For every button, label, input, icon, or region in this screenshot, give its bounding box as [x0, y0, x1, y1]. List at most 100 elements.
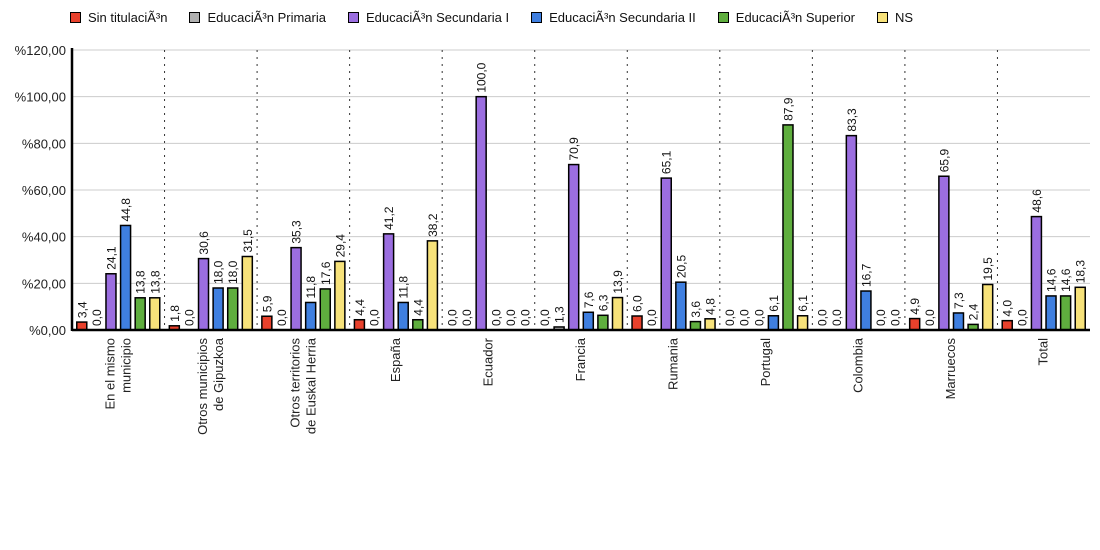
legend-item: Sin titulaciÃ³n	[70, 8, 167, 27]
legend-label: EducaciÃ³n Superior	[735, 10, 856, 25]
bar	[290, 246, 302, 331]
bar	[149, 297, 161, 331]
bar	[1074, 286, 1086, 331]
data-label: 16,7	[859, 263, 873, 287]
bar	[660, 177, 672, 331]
data-label: 4,9	[908, 298, 922, 315]
data-label: 14,6	[1059, 268, 1073, 292]
data-label: 31,5	[241, 229, 255, 253]
legend-swatch	[877, 12, 889, 23]
x-tick-label: Portugal	[758, 338, 773, 387]
data-label: 38,2	[426, 213, 440, 237]
legend-item: EducaciÃ³n Superior	[717, 8, 856, 27]
y-tick-label: %120,00	[15, 43, 66, 58]
bar	[796, 315, 809, 331]
bar	[1045, 295, 1057, 331]
data-label: 18,0	[212, 260, 226, 284]
data-label: 0,0	[538, 309, 552, 326]
data-label: 13,8	[148, 270, 162, 294]
bar	[212, 287, 224, 331]
data-label: 41,2	[382, 206, 396, 230]
data-label: 11,8	[304, 276, 318, 299]
bar	[412, 318, 424, 331]
data-label: 4,0	[1001, 300, 1015, 317]
bar	[261, 315, 273, 331]
bar	[1001, 319, 1013, 331]
data-label: 3,4	[75, 301, 89, 318]
data-label: 0,0	[738, 309, 752, 326]
x-tick-label: Rumania	[666, 337, 681, 390]
data-label: 0,0	[368, 309, 382, 326]
data-label: 0,0	[830, 309, 844, 326]
data-label: 44,8	[119, 198, 133, 222]
data-label: 20,5	[674, 254, 688, 278]
y-tick-label: %100,00	[15, 90, 66, 105]
data-label: 70,9	[567, 137, 581, 161]
x-tick-label: de Euskal Herria	[303, 337, 318, 434]
legend-label: EducaciÃ³n Primaria	[207, 10, 326, 25]
data-label: 13,8	[134, 270, 148, 294]
data-label: 0,0	[460, 309, 474, 326]
x-tick-label: de Gipuzkoa	[211, 337, 226, 411]
data-label: 0,0	[752, 309, 766, 326]
data-label: 7,6	[582, 291, 596, 308]
data-label: 0,0	[923, 309, 937, 326]
bar	[611, 296, 624, 331]
data-label: 100,0	[475, 62, 489, 92]
data-label: 0,0	[275, 309, 289, 326]
legend-swatch	[531, 12, 543, 23]
data-label: 7,3	[952, 292, 966, 309]
x-tick-label: Colombia	[851, 337, 866, 393]
data-label: 0,0	[645, 309, 659, 326]
bar	[767, 315, 780, 331]
legend-item: EducaciÃ³n Secundaria I	[347, 8, 509, 27]
bar	[382, 233, 395, 331]
bar	[704, 318, 716, 331]
y-tick-label: %40,00	[22, 230, 66, 245]
y-tick-label: %80,00	[22, 136, 66, 151]
x-tick-label: Francia	[573, 337, 588, 381]
data-label: 2,4	[967, 303, 981, 320]
data-label: 4,4	[353, 299, 367, 316]
bar	[119, 224, 132, 331]
legend: Sin titulaciÃ³n EducaciÃ³n Primaria Educac…	[70, 8, 913, 27]
bar	[397, 301, 409, 331]
bar	[631, 315, 643, 331]
data-label: 24,1	[104, 246, 118, 270]
bar	[226, 287, 239, 331]
legend-item: EducaciÃ³n Secundaria II	[531, 8, 696, 27]
legend-swatch	[189, 12, 201, 23]
legend-item: EducaciÃ³n Primaria	[189, 8, 326, 27]
bar	[353, 318, 366, 331]
data-label: 0,0	[723, 309, 737, 326]
bar	[860, 290, 872, 331]
bar	[304, 301, 317, 331]
data-label: 0,0	[182, 309, 196, 326]
legend-swatch	[70, 12, 81, 23]
data-label: 6,1	[767, 295, 781, 312]
data-label: 0,0	[489, 309, 503, 326]
legend-swatch	[717, 12, 729, 23]
data-label: 0,0	[1015, 309, 1029, 326]
data-label: 19,5	[981, 257, 995, 281]
data-label: 1,8	[168, 305, 182, 322]
data-label: 6,3	[596, 294, 610, 311]
bar	[782, 124, 794, 331]
x-tick-label: municipio	[118, 338, 133, 393]
data-label: 14,6	[1045, 268, 1059, 292]
legend-label: NS	[895, 10, 914, 25]
bar	[582, 311, 595, 331]
data-label: 6,0	[631, 295, 645, 312]
bar	[241, 255, 254, 331]
y-tick-label: %0,00	[29, 323, 66, 338]
x-tick-label: Ecuador	[480, 337, 495, 386]
data-label: 4,4	[411, 299, 425, 316]
data-label: 65,9	[937, 149, 951, 173]
legend-label: Sin titulaciÃ³n	[88, 10, 168, 25]
x-tick-label: En el mismo	[102, 338, 117, 410]
data-label: 35,3	[290, 220, 304, 244]
bar	[908, 317, 921, 331]
bar	[1059, 295, 1072, 331]
data-label: 18,3	[1074, 260, 1088, 284]
